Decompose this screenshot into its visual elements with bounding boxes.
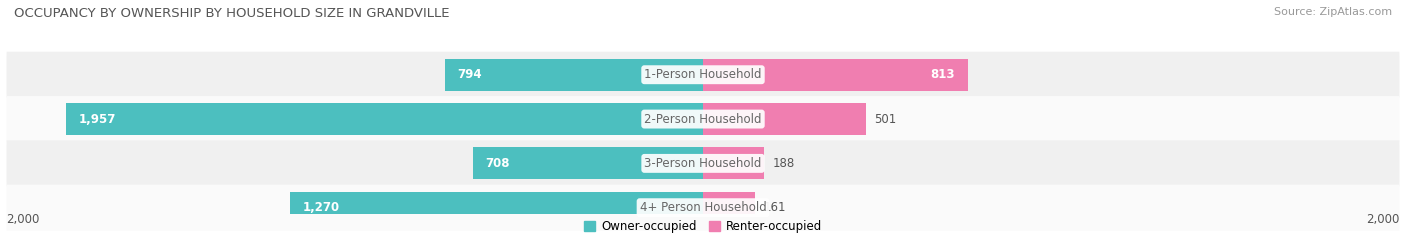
Bar xyxy=(703,59,967,91)
FancyBboxPatch shape xyxy=(7,185,1399,231)
Text: 2-Person Household: 2-Person Household xyxy=(644,113,762,126)
Bar xyxy=(703,103,866,135)
Legend: Owner-occupied, Renter-occupied: Owner-occupied, Renter-occupied xyxy=(579,215,827,233)
Text: 2,000: 2,000 xyxy=(1367,213,1399,226)
FancyBboxPatch shape xyxy=(7,96,1399,142)
Text: Source: ZipAtlas.com: Source: ZipAtlas.com xyxy=(1274,7,1392,17)
Bar xyxy=(290,192,703,224)
Text: 813: 813 xyxy=(931,68,955,81)
Text: 161: 161 xyxy=(763,201,786,214)
FancyBboxPatch shape xyxy=(7,140,1399,186)
Text: OCCUPANCY BY OWNERSHIP BY HOUSEHOLD SIZE IN GRANDVILLE: OCCUPANCY BY OWNERSHIP BY HOUSEHOLD SIZE… xyxy=(14,7,450,20)
Bar xyxy=(472,147,703,179)
Bar xyxy=(703,147,765,179)
Text: 1,270: 1,270 xyxy=(302,201,340,214)
Text: 501: 501 xyxy=(875,113,897,126)
Text: 4+ Person Household: 4+ Person Household xyxy=(640,201,766,214)
FancyBboxPatch shape xyxy=(7,52,1399,98)
Text: 794: 794 xyxy=(457,68,482,81)
Text: 2,000: 2,000 xyxy=(7,213,39,226)
Text: 1-Person Household: 1-Person Household xyxy=(644,68,762,81)
Bar xyxy=(703,192,755,224)
Bar xyxy=(444,59,703,91)
Text: 708: 708 xyxy=(485,157,510,170)
Text: 188: 188 xyxy=(772,157,794,170)
Text: 3-Person Household: 3-Person Household xyxy=(644,157,762,170)
Bar xyxy=(66,103,703,135)
Text: 1,957: 1,957 xyxy=(79,113,117,126)
